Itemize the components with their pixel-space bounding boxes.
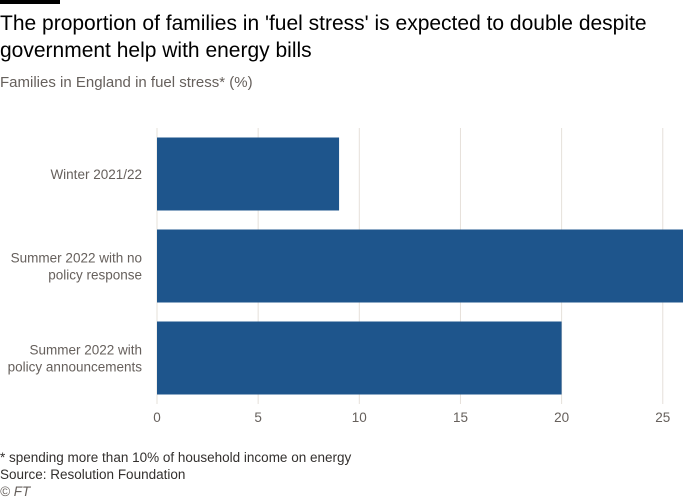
copyright-credit: © FT (0, 484, 31, 499)
x-tick-label: 10 (352, 410, 367, 425)
ft-top-bar (0, 0, 60, 4)
bars (157, 137, 683, 395)
x-axis-ticks: 0 5 10 15 20 25 (153, 410, 670, 425)
bar-chart: Winter 2021/22 Summer 2022 with no policy … (8, 128, 683, 425)
category-label: Winter 2021/22 (50, 167, 142, 182)
x-tick-label: 0 (153, 410, 161, 425)
chart-subtitle: Families in England in fuel stress* (%) (0, 74, 253, 91)
category-label-line: Winter 2021/22 (50, 167, 142, 182)
category-label-line: Summer 2022 with no (11, 251, 142, 266)
footer: * spending more than 10% of household in… (0, 449, 351, 500)
chart-title: The proportion of families in 'fuel stre… (0, 12, 647, 62)
category-label-line: policy response (48, 268, 142, 283)
x-tick-label: 15 (453, 410, 468, 425)
category-label-line: policy announcements (8, 360, 143, 375)
bar (157, 229, 683, 303)
category-label-line: Summer 2022 with (29, 343, 142, 358)
bar (157, 321, 562, 395)
footnote: * spending more than 10% of household in… (0, 450, 352, 465)
x-tick-label: 5 (254, 410, 262, 425)
category-labels: Winter 2021/22 Summer 2022 with no policy … (8, 167, 143, 375)
source-line: Source: Resolution Foundation (0, 467, 186, 482)
x-tick-label: 25 (655, 410, 670, 425)
category-label: Summer 2022 with no policy response (11, 251, 142, 283)
category-label: Summer 2022 with policy announcements (8, 343, 143, 375)
bar (157, 137, 340, 211)
x-tick-label: 20 (554, 410, 569, 425)
